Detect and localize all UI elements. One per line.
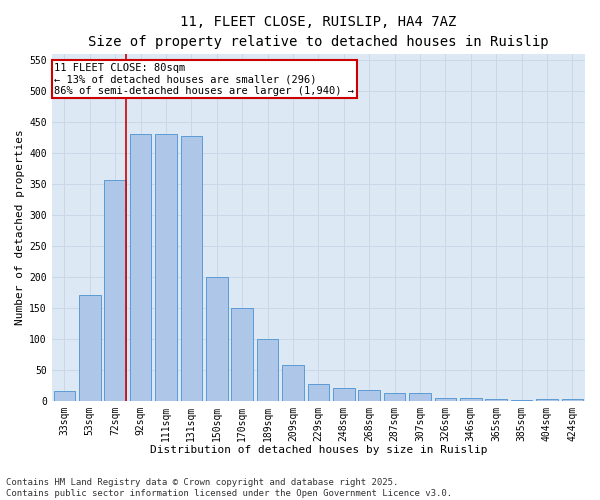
Bar [434,398,456,400]
Bar [257,340,278,400]
Title: 11, FLEET CLOSE, RUISLIP, HA4 7AZ
Size of property relative to detached houses i: 11, FLEET CLOSE, RUISLIP, HA4 7AZ Size o… [88,15,548,48]
Bar [333,388,355,400]
Bar [358,390,380,400]
Bar [384,392,406,400]
Bar [79,296,101,401]
Bar [460,398,482,400]
Bar [104,180,126,400]
Bar [206,277,227,400]
Bar [130,134,151,400]
Text: 11 FLEET CLOSE: 80sqm
← 13% of detached houses are smaller (296)
86% of semi-det: 11 FLEET CLOSE: 80sqm ← 13% of detached … [55,62,355,96]
Bar [155,134,177,400]
Bar [232,308,253,400]
X-axis label: Distribution of detached houses by size in Ruislip: Distribution of detached houses by size … [149,445,487,455]
Bar [562,399,583,400]
Y-axis label: Number of detached properties: Number of detached properties [15,130,25,325]
Bar [53,392,75,400]
Text: Contains HM Land Registry data © Crown copyright and database right 2025.
Contai: Contains HM Land Registry data © Crown c… [6,478,452,498]
Bar [181,136,202,400]
Bar [282,365,304,400]
Bar [536,399,557,400]
Bar [409,394,431,400]
Bar [308,384,329,400]
